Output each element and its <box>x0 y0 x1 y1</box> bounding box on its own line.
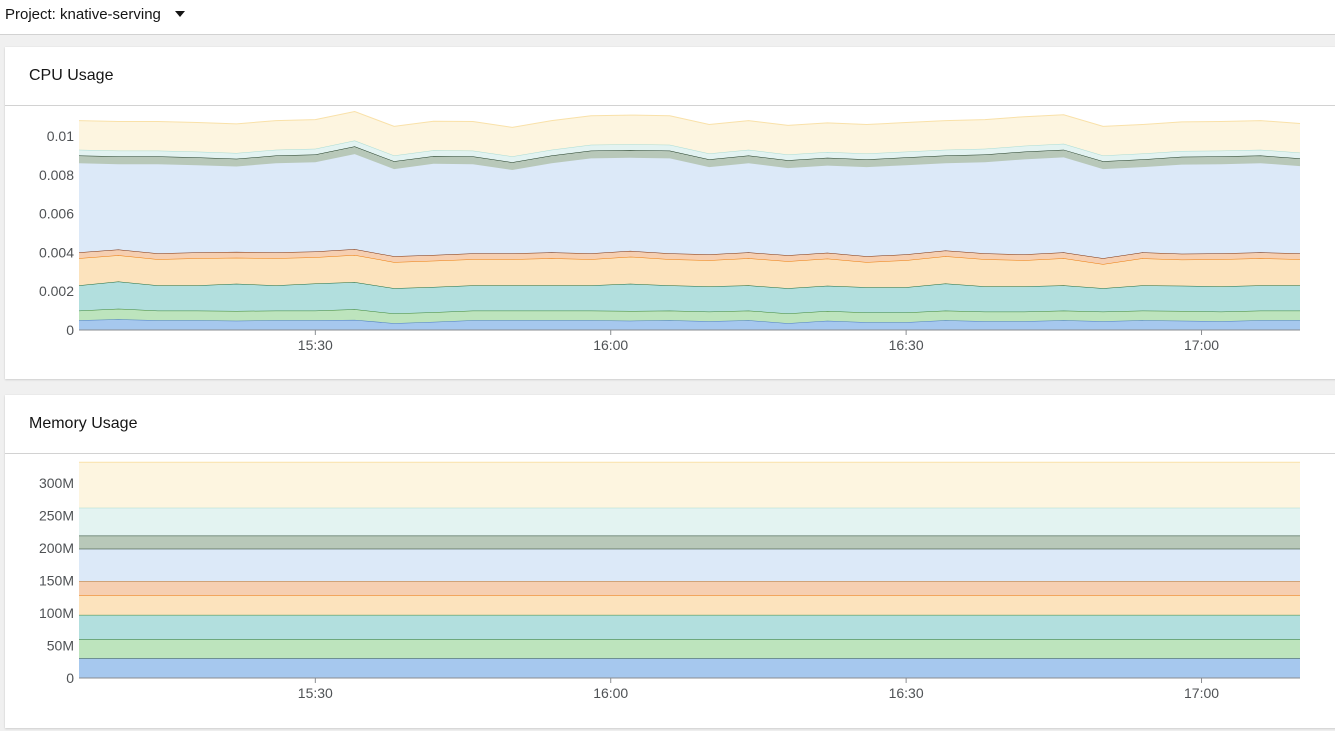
x-tick-label: 16:00 <box>593 685 628 701</box>
area-series-2 <box>79 308 1300 324</box>
x-tick-label: 16:00 <box>593 337 628 353</box>
card-title: CPU Usage <box>29 67 114 84</box>
memory-usage-chart: 0 50M 100M 150M 200M 250M 300M 15:30 16:00 16:30 1… <box>39 461 1300 701</box>
area-series-7 <box>79 146 1300 170</box>
y-tick-label: 150M <box>39 573 74 589</box>
area-series-3 <box>79 281 1300 314</box>
area-series-7 <box>79 535 1300 549</box>
project-selector[interactable]: Project: knative-serving <box>5 3 185 25</box>
x-tick-label: 15:30 <box>298 337 333 353</box>
area-series-1 <box>79 658 1300 678</box>
y-tick-label: 0.008 <box>39 167 74 183</box>
y-tick-label: 250M <box>39 508 74 524</box>
y-tick-label: 0.01 <box>47 128 74 144</box>
y-tick-label: 0.002 <box>39 283 74 299</box>
area-series-4 <box>79 255 1300 289</box>
area-series-5 <box>79 249 1300 265</box>
card-title: Memory Usage <box>29 415 138 432</box>
y-tick-label: 0 <box>66 670 74 686</box>
x-tick-label: 15:30 <box>298 685 333 701</box>
y-tick-label: 0 <box>66 322 74 338</box>
y-tick-label: 0.006 <box>39 206 74 222</box>
x-tick-label: 17:00 <box>1184 337 1219 353</box>
area-series-6 <box>79 154 1300 259</box>
y-tick-label: 200M <box>39 540 74 556</box>
series-line-9 <box>78 110 1301 128</box>
caret-down-icon <box>174 11 185 17</box>
y-tick-label: 50M <box>47 638 74 654</box>
project-selector-label: Project: knative-serving <box>5 5 161 23</box>
area-series-6 <box>79 548 1300 582</box>
x-tick-label: 17:00 <box>1184 685 1219 701</box>
memory-usage-card: Memory Usage 0 50M 100M 150M 200M 250M 300M 15:… <box>5 395 1335 728</box>
area-series-5 <box>79 581 1300 596</box>
area-series-8 <box>79 507 1300 536</box>
top-bar: Project: knative-serving <box>0 0 1335 35</box>
area-series-3 <box>79 614 1300 639</box>
cpu-usage-card: CPU Usage 0 0.002 0.004 0.006 0.008 0.01 15:30… <box>5 47 1335 379</box>
cpu-usage-card-header: CPU Usage <box>5 47 1335 106</box>
y-tick-label: 0.004 <box>39 244 74 260</box>
area-series-2 <box>79 639 1300 659</box>
x-tick-label: 16:30 <box>889 337 924 353</box>
area-series-4 <box>79 595 1300 615</box>
area-series-9 <box>79 462 1300 508</box>
area-series-8 <box>79 140 1300 163</box>
y-tick-label: 300M <box>39 475 74 491</box>
x-tick-label: 16:30 <box>889 685 924 701</box>
cpu-usage-chart: 0 0.002 0.004 0.006 0.008 0.01 15:30 16:00 16:30… <box>39 110 1301 353</box>
area-series-1 <box>79 319 1300 330</box>
y-tick-label: 100M <box>39 605 74 621</box>
memory-usage-card-header: Memory Usage <box>5 395 1335 454</box>
